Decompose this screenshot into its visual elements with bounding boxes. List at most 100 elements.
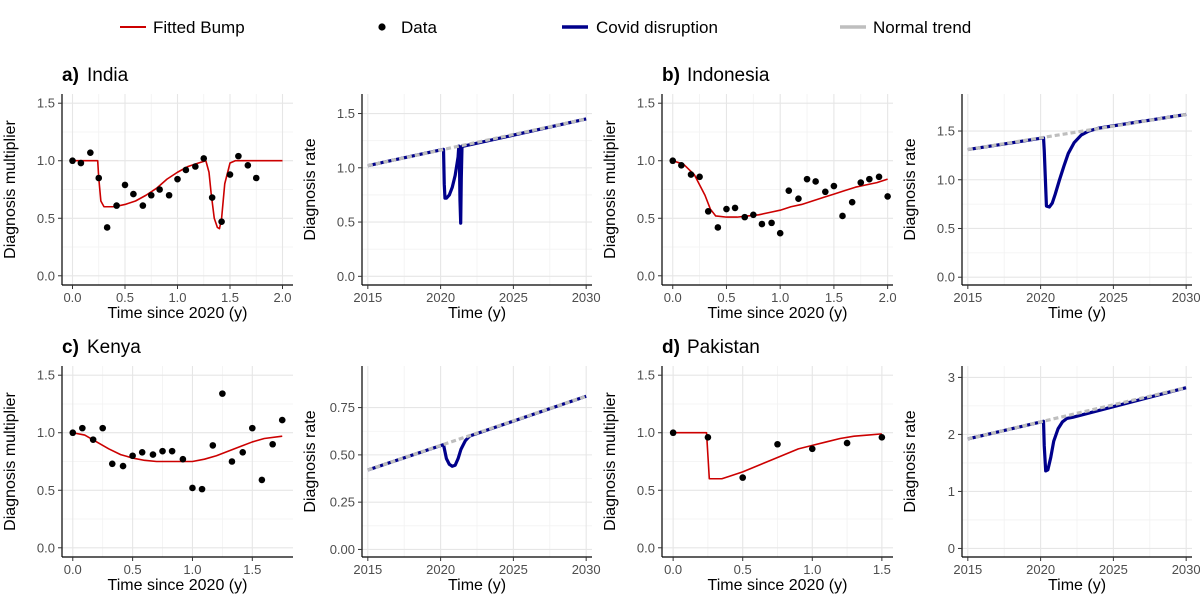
- data-point: [138, 448, 146, 456]
- data-points: [669, 157, 891, 237]
- data-point: [113, 202, 120, 209]
- data-point: [165, 191, 173, 199]
- x-tick-label: 2030: [1172, 562, 1200, 577]
- data-point: [848, 198, 856, 206]
- grid: [662, 366, 893, 557]
- x-tick-label: 2015: [953, 562, 982, 577]
- plot-d-rate: 2015 2020 2025 2030 0 1 2 3 Time (y) Diagnosis ra…: [902, 366, 1200, 594]
- y-tick-label: 0.5: [937, 221, 955, 236]
- grid: [962, 366, 1192, 557]
- data-point: [89, 436, 97, 443]
- x-tick-label: 1.0: [183, 562, 201, 577]
- x-tick-label: 2025: [1099, 290, 1128, 305]
- data-point: [803, 175, 811, 183]
- plots: 0.0 0.5 1.0 1.5 2.0 0.0 0.5 1.0 1.5 Time since 20…: [2, 94, 1200, 594]
- x-tick-label: 1.0: [168, 290, 186, 305]
- x-tick-label: 2020: [1026, 562, 1055, 577]
- data-point: [108, 460, 116, 468]
- y-axis-title: Diagnosis rate: [902, 138, 919, 240]
- x-axis-title: Time (y): [1048, 305, 1106, 322]
- data-point: [696, 173, 703, 181]
- y-tick-label: 0.0: [937, 270, 955, 285]
- covid-disruption-line: [967, 112, 1187, 209]
- legend-label-data: Data: [401, 18, 437, 37]
- y-tick-label: 1: [948, 484, 955, 499]
- x-tick-label: 2015: [953, 290, 982, 305]
- panel-tag: c): [62, 337, 79, 358]
- data-point: [159, 447, 166, 455]
- data-point: [249, 424, 256, 432]
- grid: [62, 94, 293, 285]
- data-point: [768, 219, 775, 227]
- x-tick-label: 0.0: [64, 562, 82, 577]
- data-point: [168, 447, 176, 455]
- data-point: [741, 213, 749, 221]
- data-point: [208, 194, 216, 201]
- y-tick-label: 0.50: [330, 447, 355, 462]
- y-tick-label: 0.00: [330, 542, 355, 557]
- x-axis-title: Time since 2020 (y): [108, 305, 248, 322]
- y-tick-label: 1.0: [637, 153, 655, 168]
- x-axis-title: Time since 2020 (y): [108, 577, 248, 594]
- panel-title-b: b) Indonesia: [662, 65, 770, 86]
- panel-tag: b): [662, 65, 680, 86]
- y-tick-label: 1.0: [37, 153, 55, 168]
- panel-country: Indonesia: [687, 65, 770, 86]
- data-point: [147, 191, 155, 199]
- x-tick-label: 2020: [426, 290, 455, 305]
- y-tick-label: 1.5: [37, 96, 55, 111]
- y-axis-title: Diagnosis multiplier: [2, 119, 19, 258]
- data-point: [843, 439, 851, 447]
- x-axis-title: Time (y): [448, 577, 506, 594]
- data-point: [149, 451, 157, 458]
- legend-key-data: [378, 23, 386, 31]
- grid: [362, 94, 592, 285]
- legend: Fitted Bump Data Covid disruption Normal…: [120, 18, 971, 37]
- x-tick-label: 2030: [1172, 290, 1200, 305]
- plot-d-multiplier: 0.0 0.5 1.0 1.5 0.0 0.5 1.0 1.5 Time since 2020 …: [602, 366, 893, 594]
- data-point: [69, 157, 76, 165]
- data-point: [235, 152, 242, 160]
- data-points: [669, 429, 886, 481]
- y-tick-label: 1.5: [937, 124, 955, 139]
- data-point: [182, 166, 190, 174]
- x-tick-label: 0.0: [63, 290, 81, 305]
- x-tick-label: 2025: [499, 290, 528, 305]
- y-tick-label: 0.5: [637, 483, 655, 498]
- data-point: [687, 171, 695, 178]
- panel-country: Kenya: [87, 337, 141, 358]
- data-point: [669, 157, 677, 165]
- y-axis-title: Diagnosis rate: [302, 138, 319, 240]
- legend-item-covid-disruption: Covid disruption: [562, 18, 718, 37]
- x-tick-label: 2020: [1026, 290, 1055, 305]
- fitted-bump-line: [672, 159, 888, 218]
- data-point: [156, 186, 163, 193]
- panel-title-d: d) Pakistan: [662, 337, 760, 358]
- data-point: [69, 429, 77, 437]
- data-point: [219, 390, 226, 397]
- x-axis-title: Time (y): [448, 305, 506, 322]
- data-point: [174, 175, 181, 183]
- x-tick-label: 2025: [1099, 562, 1128, 577]
- data-point: [99, 424, 106, 432]
- y-axis-title: Diagnosis multiplier: [2, 391, 19, 530]
- normal-trend-line: [967, 386, 1187, 441]
- data-point: [731, 204, 739, 212]
- panel-tag: a): [62, 65, 79, 86]
- y-tick-label: 3: [948, 370, 955, 385]
- data-point: [776, 229, 784, 237]
- y-tick-label: 0: [948, 541, 955, 556]
- x-tick-label: 2020: [426, 562, 455, 577]
- data-point: [218, 218, 225, 226]
- x-tick-label: 2030: [572, 562, 601, 577]
- panel-tag: d): [662, 337, 680, 358]
- data-points: [69, 390, 286, 493]
- data-point: [226, 171, 234, 178]
- data-point: [758, 220, 766, 228]
- data-point: [139, 202, 147, 209]
- x-tick-label: 1.5: [825, 290, 843, 305]
- data-point: [200, 155, 208, 162]
- x-tick-label: 2.0: [879, 290, 897, 305]
